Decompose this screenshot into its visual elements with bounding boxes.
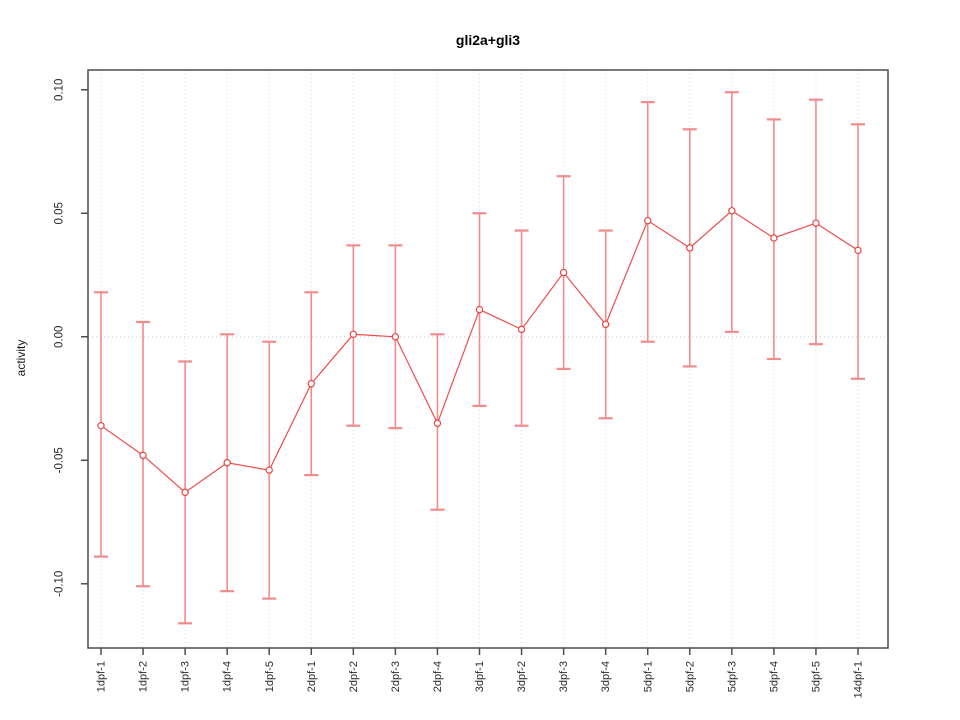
x-tick-label: 3dpf-1 (474, 661, 486, 692)
x-tick-label: 5dpf-2 (684, 661, 696, 692)
x-tick-label: 3dpf-4 (600, 661, 612, 692)
data-point-marker (812, 219, 820, 227)
data-point-marker (139, 451, 147, 460)
x-tick-label: 2dpf-3 (390, 661, 402, 692)
data-point-marker (854, 246, 862, 255)
y-tick-label: 0.00 (54, 326, 66, 348)
x-tick-label: 1dpf-3 (180, 661, 192, 692)
data-point-marker (517, 325, 526, 334)
x-tick-label: 5dpf-4 (768, 661, 780, 692)
chart-title: gli2a+gli3 (455, 32, 521, 48)
data-point-marker (307, 380, 315, 388)
plot-border (87, 69, 889, 649)
x-tick-label: 1dpf-2 (138, 661, 150, 692)
data-point-marker (223, 459, 231, 467)
x-tick-label: 2dpf-1 (306, 661, 318, 692)
x-tick-label: 5dpf-1 (642, 661, 654, 692)
data-point-marker (686, 244, 694, 252)
y-tick-label: -0.10 (54, 571, 66, 597)
x-tick-label: 3dpf-2 (516, 661, 528, 692)
data-point-marker (391, 333, 400, 341)
x-tick-label: 2dpf-4 (432, 661, 444, 692)
x-tick-label: 3dpf-3 (558, 661, 570, 692)
y-tick-label: -0.05 (54, 447, 66, 473)
x-tick-label: 5dpf-5 (810, 661, 822, 692)
y-tick-label: 0.10 (54, 79, 66, 101)
data-point-marker (601, 320, 610, 329)
data-point-marker (265, 466, 273, 474)
y-tick-label: 0.05 (54, 202, 66, 224)
data-point-marker (181, 488, 189, 497)
x-tick-label: 2dpf-2 (348, 661, 360, 692)
data-point-marker (475, 305, 484, 314)
x-tick-label: 1dpf-1 (96, 661, 108, 692)
x-tick-label: 1dpf-5 (264, 661, 276, 692)
data-point-marker (97, 421, 105, 430)
data-point-marker (770, 234, 778, 242)
data-point-marker (433, 419, 442, 427)
data-point-marker (559, 268, 568, 277)
data-point-marker (728, 207, 736, 215)
data-point-marker (349, 330, 358, 338)
data-point-marker (644, 216, 652, 225)
x-tick-label: 14dpf-1 (853, 661, 865, 698)
x-tick-label: 5dpf-3 (726, 661, 738, 692)
x-tick-label: 1dpf-4 (222, 661, 234, 692)
